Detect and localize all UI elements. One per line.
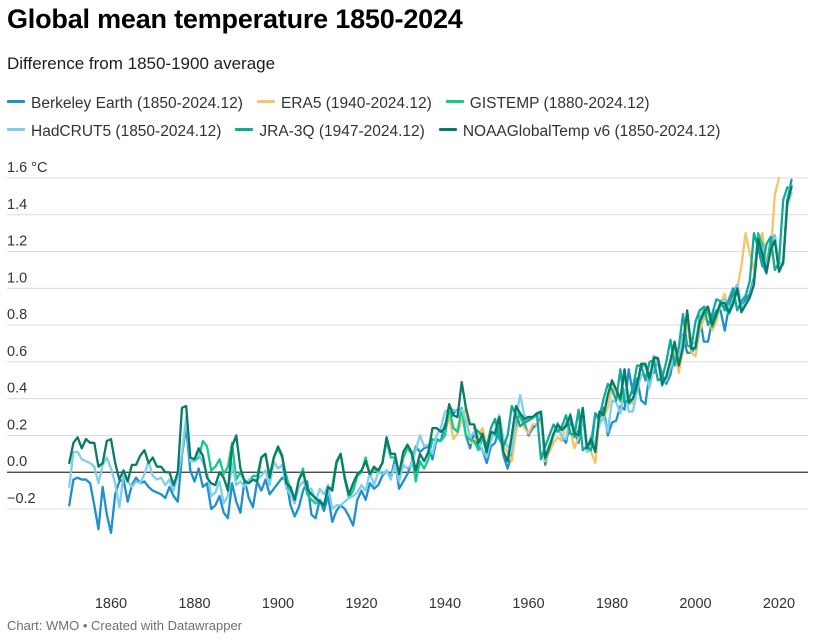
chart-footer: Chart: WMO • Created with Datawrapper [7, 618, 243, 633]
series-line [68, 186, 793, 507]
legend-swatch [235, 128, 254, 132]
chart-legend: Berkeley Earth (1850-2024.12) ERA5 (1940-… [7, 90, 807, 146]
legend-swatch [438, 128, 457, 132]
y-tick-label: 1.6 °C [7, 160, 47, 176]
legend-label: JRA-3Q (1947-2024.12) [259, 123, 425, 140]
chart-title: Global mean temperature 1850-2024 [7, 4, 463, 34]
y-tick-label: 0.4 [7, 381, 27, 397]
chart-subtitle: Difference from 1850-1900 average [7, 54, 276, 73]
legend-item: HadCRUT5 (1850-2024.12) [7, 118, 221, 146]
legend-label: ERA5 (1940-2024.12) [280, 95, 432, 112]
y-axis-labels: −0.2 0.0 0.2 0.4 0.6 0.8 1.0 1.2 1.4 1.6 °C [7, 160, 47, 507]
legend-label: HadCRUT5 (1850-2024.12) [31, 123, 222, 140]
x-tick-label: 1880 [178, 596, 210, 612]
legend-label: NOAAGlobalTemp v6 (1850-2024.12) [462, 123, 721, 140]
x-tick-label: 1960 [512, 596, 544, 612]
legend-item: JRA-3Q (1947-2024.12) [235, 118, 425, 146]
y-tick-label: 0.6 [7, 344, 27, 360]
legend-swatch [7, 100, 25, 104]
x-tick-label: 1920 [345, 596, 377, 612]
y-tick-label: 0.2 [7, 417, 27, 433]
legend-label: Berkeley Earth (1850-2024.12) [31, 95, 243, 112]
x-axis-labels: 1860 1880 1900 1920 1940 1960 1980 2000 2020 [95, 596, 795, 612]
legend-item: Berkeley Earth (1850-2024.12) [7, 90, 243, 118]
series-lines [68, 176, 793, 535]
x-tick-label: 1900 [262, 596, 294, 612]
legend-item: NOAAGlobalTemp v6 (1850-2024.12) [438, 118, 721, 146]
y-tick-label: −0.2 [7, 491, 36, 507]
legend-label: GISTEMP (1880-2024.12) [469, 95, 650, 112]
grid-lines [7, 177, 808, 510]
x-tick-label: 1940 [429, 596, 461, 612]
legend-swatch [7, 128, 25, 132]
x-tick-label: 2000 [679, 596, 711, 612]
series-line [193, 184, 793, 507]
x-tick-label: 1980 [596, 596, 628, 612]
y-tick-label: 1.2 [7, 234, 27, 250]
legend-item: GISTEMP (1880-2024.12) [445, 90, 650, 118]
x-tick-label: 2020 [763, 596, 795, 612]
legend-swatch [445, 100, 464, 104]
legend-item: ERA5 (1940-2024.12) [256, 90, 432, 118]
y-tick-label: 0.0 [7, 454, 27, 470]
x-tick-label: 1860 [95, 596, 127, 612]
y-tick-label: 1.0 [7, 270, 27, 286]
legend-swatch [256, 100, 275, 104]
y-tick-label: 0.8 [7, 307, 27, 323]
y-tick-label: 1.4 [7, 197, 27, 213]
line-chart: −0.20.00.20.40.60.81.01.21.41.6 °C 1860 1… [7, 160, 808, 612]
